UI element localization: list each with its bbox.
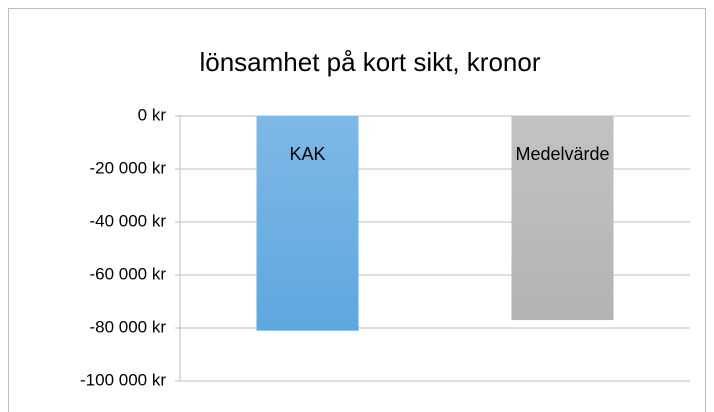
y-tick-label: -60 000 kr — [89, 264, 166, 283]
y-tick-label: 0 kr — [138, 105, 167, 124]
y-tick-label: -40 000 kr — [89, 211, 166, 230]
chart-title: lönsamhet på kort sikt, kronor — [199, 47, 540, 77]
y-tick-label: -100 000 kr — [80, 370, 166, 389]
bar-shine — [511, 116, 614, 321]
category-label: KAK — [289, 144, 325, 164]
category-label: Medelvärde — [515, 144, 609, 164]
y-tick-label: -80 000 kr — [89, 317, 166, 336]
y-tick-label: -20 000 kr — [89, 158, 166, 177]
bar-shine — [256, 116, 359, 331]
